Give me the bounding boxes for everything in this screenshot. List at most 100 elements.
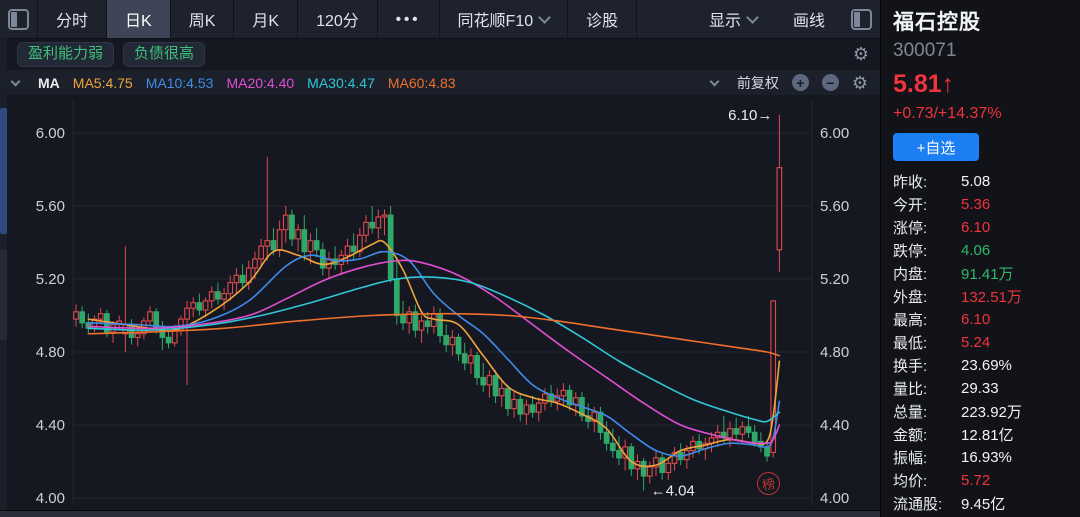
stat-label: 最高: [893, 312, 928, 329]
candle-body [97, 313, 104, 320]
candle-body [609, 442, 616, 452]
candle-body [363, 221, 369, 236]
stat-label: 昨收: [893, 174, 928, 191]
stat-row-2: 涨停: 6.10 [893, 216, 1080, 239]
candle-body [665, 462, 672, 474]
stat-value: 5.72 [961, 472, 991, 489]
tab-rik[interactable]: 日K [107, 0, 171, 38]
ma-line-ma60 [87, 312, 781, 357]
stat-value: 12.81亿 [961, 427, 1014, 444]
y-axis-label-right: 4.40 [820, 417, 849, 434]
right-panel-toggle-button[interactable] [843, 0, 880, 38]
candle-body [468, 355, 474, 364]
stat-row-1: 今开: 5.36 [893, 193, 1080, 216]
stat-row-10: 总量: 223.92万 [893, 400, 1080, 423]
candle-body [764, 446, 770, 457]
stat-row-11: 金额: 12.81亿 [893, 423, 1080, 446]
toolbar-spacer [637, 0, 691, 38]
candle-body [400, 314, 406, 324]
candle-body [616, 449, 622, 459]
candle-body [307, 240, 314, 253]
indicator-settings-gear-icon[interactable]: ⚙ [851, 72, 868, 93]
left-panel-toggle-button[interactable] [0, 0, 38, 38]
price-change: +0.73/+14.37% [893, 105, 1002, 122]
zoom-out-button[interactable]: − [821, 74, 839, 91]
candle-body [696, 440, 703, 450]
stat-label: 最低: [893, 335, 928, 352]
left-scrollbar-thumb[interactable] [0, 108, 7, 234]
chart-bottom-scrollbar[interactable] [0, 510, 880, 517]
stat-value: 23.69% [961, 357, 1012, 374]
current-price: 5.81↑ [893, 70, 955, 98]
candle-body [171, 329, 178, 344]
price-adjust-mode[interactable]: 前复权 [736, 74, 779, 91]
stat-value: 29.33 [961, 380, 999, 397]
candle-body [147, 311, 153, 322]
stat-label: 金额: [893, 427, 928, 444]
candle-body [480, 376, 487, 386]
stat-value: 5.08 [961, 173, 991, 190]
ma-value-ma30: MA30:4.47 [307, 74, 375, 91]
tab-yuek[interactable]: 月K [234, 0, 299, 38]
candle-body [184, 307, 190, 320]
candle-body [344, 245, 351, 256]
kline-svg[interactable]: 6.00 6.00 5.60 5.60 5.20 5.20 4.80 4.80 4.40 4.40… [7, 95, 880, 510]
display-menu-button[interactable]: 显示 [691, 0, 775, 38]
stat-row-4: 内盘: 91.41万 [893, 262, 1080, 285]
candle-body [776, 167, 783, 251]
candle-body [517, 398, 524, 415]
stat-value: 16.93% [961, 449, 1012, 466]
y-axis-label-right: 4.80 [820, 344, 849, 361]
fundamental-tag-0[interactable]: 盈利能力弱 [17, 42, 115, 67]
candle-body [486, 375, 493, 386]
candle-body [264, 240, 271, 247]
candle-body [653, 457, 659, 468]
candle-body [258, 245, 264, 260]
candle-body [591, 411, 598, 422]
f10-button[interactable]: 同花顺F10 [440, 0, 569, 38]
candle-body [165, 336, 172, 344]
candle-body [671, 451, 678, 464]
stat-label: 内盘: [893, 266, 928, 283]
chevron-down-icon[interactable] [10, 76, 21, 87]
tab-fenshi[interactable]: 分时 [38, 0, 108, 38]
tab-zhouk[interactable]: 周K [171, 0, 235, 38]
diagnose-stock-button[interactable]: 诊股 [568, 0, 638, 38]
stat-row-7: 最低: 5.24 [893, 331, 1080, 354]
candle-body [319, 249, 326, 269]
tab-m120[interactable]: 120分 [298, 0, 378, 38]
candle-body [73, 311, 79, 320]
kline-toolbar: 分时 日K 周K 月K 120分 ••• 同花顺F10 诊股 显示 画线 [0, 0, 880, 39]
y-axis-label-left: 5.60 [36, 198, 65, 215]
candle-body [628, 446, 635, 470]
stat-label: 均价: [893, 473, 928, 490]
fundamental-tag-1[interactable]: 负债很高 [123, 42, 206, 67]
stat-label: 总量: [893, 404, 928, 421]
stat-row-3: 跌停: 4.06 [893, 239, 1080, 262]
stat-label: 今开: [893, 197, 928, 214]
draw-line-button[interactable]: 画线 [792, 13, 825, 30]
candle-body [529, 404, 536, 413]
zoom-in-button[interactable]: + [791, 74, 809, 91]
candle-body [505, 387, 511, 410]
add-watchlist-button[interactable]: +自选 [893, 133, 979, 161]
candle-body [511, 398, 517, 410]
candle-body [393, 278, 400, 317]
chevron-down-icon[interactable] [709, 76, 720, 87]
candle-body [276, 229, 283, 251]
ma-value-ma20: MA20:4.40 [226, 74, 295, 91]
stat-value: 4.06 [961, 242, 991, 259]
stat-label: 外盘: [893, 289, 928, 306]
candle-body [745, 426, 752, 433]
candle-body [640, 460, 647, 477]
more-periods-button[interactable]: ••• [378, 0, 440, 38]
candle-body [202, 300, 209, 311]
kline-chart[interactable]: 6.00 6.00 5.60 5.60 5.20 5.20 4.80 4.80 4.40 4.40… [7, 95, 880, 510]
ma-values: MA5:4.75 MA10:4.53 MA20:4.40 MA30:4.47 MA60:… [73, 75, 456, 91]
stat-row-9: 量比: 29.33 [893, 377, 1080, 400]
y-axis-label-right: 4.00 [820, 490, 849, 507]
candle-body [369, 221, 376, 229]
settings-gear-icon[interactable]: ⚙ [852, 44, 869, 64]
y-axis-label-left: 4.00 [36, 490, 65, 507]
